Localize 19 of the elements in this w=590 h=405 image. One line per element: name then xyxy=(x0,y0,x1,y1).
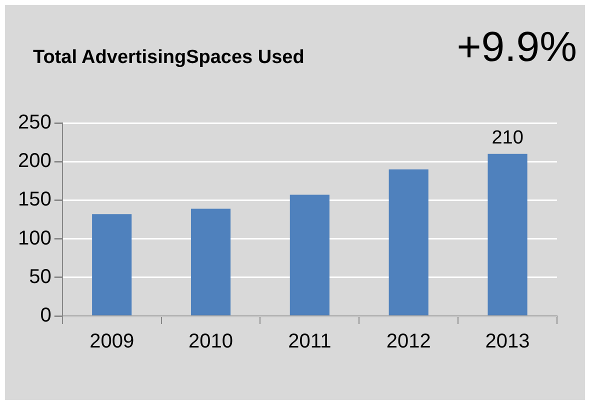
chart-title: Total AdvertisingSpaces Used xyxy=(33,47,304,69)
x-tick-label: 2009 xyxy=(90,330,134,353)
bar xyxy=(92,214,132,316)
y-tick-label: 50 xyxy=(29,266,52,288)
y-tick-label: 0 xyxy=(40,304,52,327)
data-label: 210 xyxy=(492,128,524,149)
text: +9.9% xyxy=(456,23,577,71)
x-tick-label: 2012 xyxy=(386,330,431,353)
y-tick-label: 200 xyxy=(18,150,52,172)
bar xyxy=(190,208,231,316)
x-tick-label: 2013 xyxy=(485,330,530,353)
bar xyxy=(388,169,428,316)
y-tick-label: 150 xyxy=(18,188,52,211)
x-tick-label: 2010 xyxy=(188,330,234,353)
x-tick-label: 2011 xyxy=(288,330,332,353)
y-tick-label: 250 xyxy=(18,112,52,134)
bar xyxy=(290,194,330,316)
y-tick-label: 100 xyxy=(18,227,52,250)
bar xyxy=(488,154,528,316)
